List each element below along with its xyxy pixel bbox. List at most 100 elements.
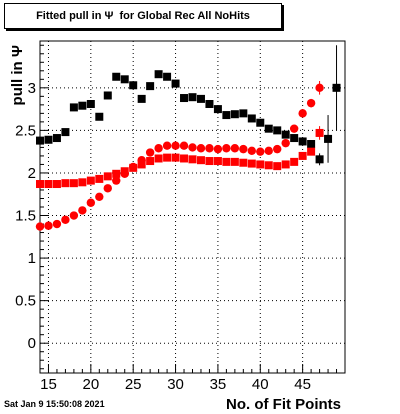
data-point — [103, 172, 112, 181]
data-point — [247, 146, 257, 156]
data-point — [213, 105, 222, 114]
data-point — [137, 94, 146, 103]
data-point — [35, 222, 45, 231]
data-point — [264, 146, 273, 156]
x-tick-label: 35 — [210, 376, 227, 393]
data-point — [222, 157, 231, 166]
data-point — [264, 124, 273, 133]
data-point — [44, 221, 53, 230]
error-bars — [293, 45, 338, 166]
y-tick-label: 1 — [28, 250, 36, 267]
y-tick-label: 0.5 — [15, 293, 36, 310]
data-point — [196, 94, 205, 103]
data-point — [112, 72, 121, 81]
data-point — [61, 215, 70, 224]
data-point — [205, 144, 214, 153]
data-point — [120, 75, 129, 84]
data-point — [61, 179, 70, 188]
data-point — [222, 111, 231, 120]
timestamp: Sat Jan 9 15:50:08 2021 — [4, 399, 105, 409]
data-point — [36, 136, 44, 145]
data-point — [332, 83, 341, 92]
data-point — [205, 157, 214, 166]
data-point — [129, 81, 138, 90]
data-point — [36, 180, 44, 189]
data-point — [103, 91, 112, 100]
data-point — [188, 155, 197, 164]
data-point — [289, 124, 299, 133]
data-point — [163, 153, 172, 162]
y-tick-label: 2.5 — [15, 122, 36, 139]
data-point — [112, 169, 121, 178]
data-point — [298, 109, 307, 118]
data-point — [239, 158, 248, 167]
data-point — [86, 99, 95, 108]
data-point — [188, 143, 197, 152]
data-point — [95, 112, 104, 121]
data-point — [264, 161, 273, 170]
data-point — [256, 160, 265, 169]
grid-lines — [40, 41, 345, 373]
data-point — [180, 154, 189, 163]
data-point — [163, 72, 172, 81]
data-point — [222, 144, 231, 153]
data-point — [324, 134, 333, 143]
data-point — [154, 70, 163, 79]
data-point — [61, 128, 70, 137]
data-point — [145, 148, 155, 157]
data-point — [213, 157, 222, 166]
x-tick-label: 15 — [40, 376, 57, 393]
data-point — [256, 147, 265, 156]
data-point — [69, 179, 78, 188]
data-point — [69, 103, 78, 112]
x-axis-label: No. of Fit Points — [226, 396, 341, 413]
data-point — [315, 128, 324, 137]
data-point — [154, 154, 163, 163]
data-point — [137, 160, 146, 169]
data-point — [307, 147, 316, 156]
data-point — [281, 130, 290, 139]
data-point — [180, 94, 189, 103]
x-tick-label: 20 — [82, 376, 99, 393]
data-point — [205, 99, 214, 108]
y-tick-label: 2 — [28, 165, 36, 182]
data-point — [230, 110, 239, 119]
data-point — [78, 101, 87, 110]
data-point — [298, 137, 307, 146]
y-tick-label: 0 — [28, 335, 36, 352]
x-tick-label: 25 — [125, 376, 142, 393]
data-point — [281, 138, 290, 148]
x-tick-label: 40 — [252, 376, 269, 393]
data-point — [239, 109, 248, 118]
data-point — [171, 79, 180, 88]
data-point — [256, 118, 265, 127]
data-point — [78, 178, 87, 187]
tick-labels: 15 20 25 30 35 40 45 0 0.5 1 1.5 2 2.5 3 — [15, 80, 311, 393]
y-tick-label: 1.5 — [15, 208, 36, 225]
data-point — [306, 98, 316, 108]
data-point — [171, 153, 180, 162]
data-point — [146, 157, 155, 166]
data-point — [247, 159, 256, 168]
data-point — [52, 180, 61, 189]
data-point — [315, 155, 324, 164]
data-markers — [35, 70, 341, 231]
data-point — [315, 83, 324, 93]
data-point — [103, 184, 112, 193]
data-point — [44, 135, 53, 144]
data-point — [239, 144, 248, 154]
data-point — [154, 144, 163, 153]
data-point — [86, 198, 96, 207]
data-point — [213, 144, 223, 154]
data-point — [290, 157, 299, 166]
y-axis-label: pull in Ψ — [9, 45, 26, 105]
data-point — [171, 141, 180, 150]
x-tick-label: 45 — [294, 376, 311, 393]
data-point — [120, 167, 129, 176]
data-point — [247, 114, 256, 123]
data-point — [281, 160, 290, 169]
data-point — [52, 219, 62, 229]
data-point — [95, 174, 104, 183]
data-point — [307, 140, 316, 149]
